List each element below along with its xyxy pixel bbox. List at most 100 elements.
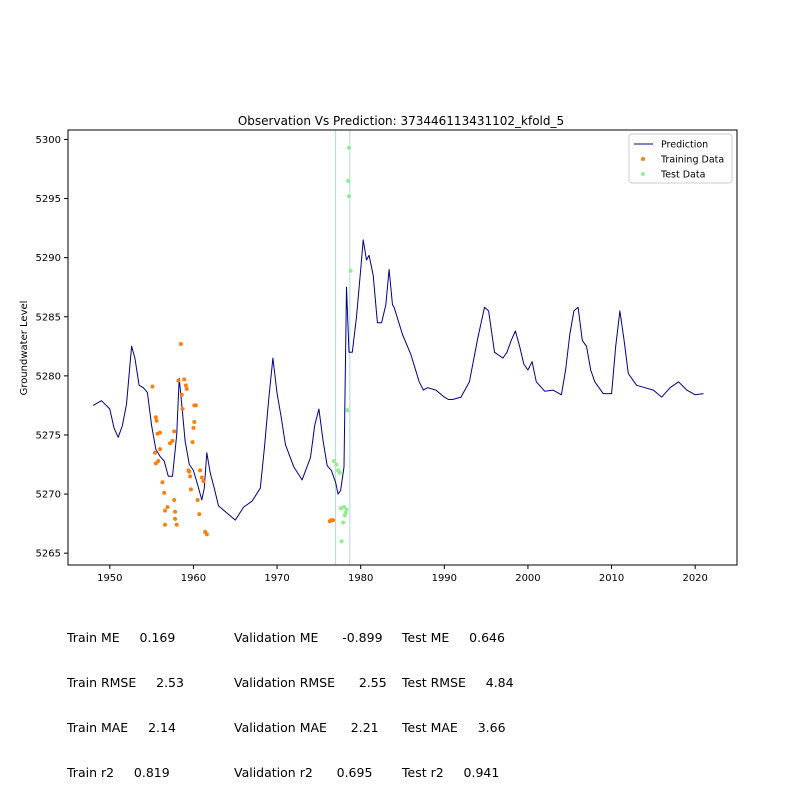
training-data-point-33: [191, 425, 196, 430]
training-data-point-21: [176, 378, 181, 383]
training-data-point-10: [162, 490, 167, 495]
x-tick-label-2020: 2020: [682, 573, 707, 584]
training-data-point-14: [168, 441, 173, 446]
training-data-point-5: [157, 447, 162, 452]
training-data-point-30: [188, 474, 193, 479]
legend-label-training-data: Training Data: [660, 155, 724, 166]
training-data-point-40: [199, 475, 204, 480]
training-data-point-31: [188, 487, 193, 492]
validation-metrics: Validation ME -0.899 Validation RMSE 2.5…: [234, 600, 387, 795]
x-tick-label-1970: 1970: [264, 573, 289, 584]
train-mae: Train MAE 2.14: [67, 720, 176, 735]
test-data-point-12: [346, 178, 351, 183]
legend-label-test-data: Test Data: [660, 170, 705, 181]
test-data-point-9: [343, 510, 348, 515]
training-data-point-16: [172, 429, 177, 434]
test-data-point-10: [344, 507, 349, 512]
legend: Prediction Training Data Test Data: [628, 133, 733, 184]
y-tick-label-5300: 5300: [36, 135, 61, 146]
training-data-point-34: [192, 419, 197, 424]
test-data-point-11: [345, 408, 350, 413]
training-data-point-20: [174, 522, 179, 527]
training-data-point-22: [178, 341, 183, 346]
y-tick-label-5290: 5290: [36, 253, 61, 264]
training-data-point-41: [201, 479, 206, 484]
training-data-point-2: [154, 418, 159, 423]
y-tick-label-5285: 5285: [36, 312, 61, 323]
axes: 1950 1960 1970 1980 1990 2000 2010 2020 5265 5270…: [36, 129, 738, 584]
x-tick-label-1980: 1980: [348, 573, 373, 584]
test-data-point-14: [346, 145, 351, 150]
test-data-point-6: [341, 520, 346, 525]
plot-area: [92, 130, 704, 565]
validation-r2: Validation r2 0.695: [234, 765, 373, 780]
train-r2: Train r2 0.819: [67, 765, 170, 780]
test-data-point-7: [341, 505, 346, 510]
training-data-point-43: [204, 532, 209, 537]
test-metrics: Test ME 0.646 Test RMSE 4.84 Test MAE 3.…: [402, 600, 514, 795]
training-data-point-17: [172, 497, 177, 502]
train-metrics: Train ME 0.169 Train RMSE 2.53 Train MAE…: [67, 600, 184, 795]
test-data-point-13: [346, 194, 351, 199]
training-data-point-8: [156, 458, 161, 463]
training-data-point-13: [163, 522, 168, 527]
training-data-point-15: [170, 438, 175, 443]
test-r2: Test r2 0.941: [402, 765, 500, 780]
training-data-point-27: [184, 386, 189, 391]
chart-title: Observation Vs Prediction: 3734461134311…: [238, 114, 564, 128]
training-data-point-1: [153, 415, 158, 420]
training-data-point-18: [173, 509, 178, 514]
training-data-point-11: [163, 508, 168, 513]
training-data-point-7: [153, 461, 158, 466]
x-tick-label-2010: 2010: [599, 573, 624, 584]
training-data-point-38: [197, 512, 202, 517]
training-data-point-29: [187, 469, 192, 474]
x-tick-label-1960: 1960: [181, 573, 206, 584]
training-data-point-0: [150, 384, 155, 389]
training-data-point-19: [173, 516, 178, 521]
prediction-line: [92, 239, 704, 521]
legend-swatch-test-data: [641, 172, 645, 176]
training-data-point-37: [195, 497, 200, 502]
figure-canvas: Observation Vs Prediction: 3734461134311…: [19, 114, 738, 584]
test-data-point-1: [334, 462, 339, 467]
test-data-point-0: [331, 458, 336, 463]
y-tick-label-5270: 5270: [36, 490, 61, 501]
y-tick-label-5275: 5275: [36, 430, 61, 441]
training-data-point-39: [198, 468, 203, 473]
training-data-point-36: [193, 403, 198, 408]
y-tick-label-5295: 5295: [36, 194, 61, 205]
y-tick-label-5280: 5280: [36, 371, 61, 382]
training-data-point-23: [179, 392, 184, 397]
train-me: Train ME 0.169: [67, 630, 176, 645]
training-data-point-4: [157, 430, 162, 435]
training-data-point-46: [331, 518, 336, 523]
axes-frame: [67, 129, 738, 566]
test-mae: Test MAE 3.66: [402, 720, 506, 735]
training-data-point-32: [190, 440, 195, 445]
training-data-point-24: [180, 406, 185, 411]
training-data-point-9: [160, 480, 165, 485]
validation-me: Validation ME -0.899: [234, 630, 383, 645]
validation-mae: Validation MAE 2.21: [234, 720, 379, 735]
y-axis-label: Groundwater Level: [19, 301, 30, 396]
validation-rmse: Validation RMSE 2.55: [234, 675, 387, 690]
x-tick-label-1990: 1990: [432, 573, 457, 584]
test-rmse: Test RMSE 4.84: [402, 675, 514, 690]
x-tick-label-2000: 2000: [515, 573, 540, 584]
legend-label-prediction: Prediction: [661, 140, 708, 151]
training-data-point-25: [182, 377, 187, 382]
test-me: Test ME 0.646: [402, 630, 505, 645]
test-data-point-5: [339, 539, 344, 544]
train-rmse: Train RMSE 2.53: [67, 675, 184, 690]
legend-swatch-training-data: [641, 157, 645, 161]
training-data-point-6: [152, 450, 157, 455]
test-data-point-3: [337, 470, 342, 475]
training-data-point-12: [165, 505, 170, 510]
test-data-point-15: [348, 268, 353, 273]
test-data-point-4: [338, 506, 343, 511]
training-data-point-26: [183, 383, 188, 388]
x-tick-label-1950: 1950: [97, 573, 122, 584]
legend-box: [628, 133, 733, 184]
y-tick-label-5265: 5265: [36, 549, 61, 560]
